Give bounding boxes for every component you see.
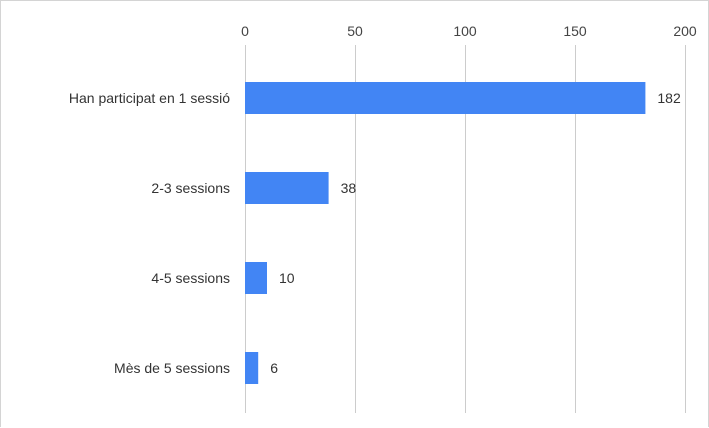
x-tick-label: 0 — [241, 23, 249, 39]
data-label: 10 — [279, 270, 295, 286]
category-labels: Han participat en 1 sessió 2-3 sessions 4-… — [69, 90, 230, 376]
data-labels: 182 38 10 6 — [270, 90, 681, 376]
bar — [245, 352, 259, 384]
bar — [245, 82, 646, 114]
x-tick-label: 50 — [347, 23, 363, 39]
data-label: 182 — [657, 90, 681, 106]
x-tick-label: 200 — [673, 23, 697, 39]
category-label: 2-3 sessions — [151, 180, 230, 196]
x-tick-label: 150 — [563, 23, 587, 39]
bar — [245, 172, 329, 204]
bars — [245, 82, 646, 384]
bar — [245, 262, 267, 294]
category-label: Mès de 5 sessions — [114, 360, 230, 376]
data-label: 38 — [341, 180, 357, 196]
category-label: 4-5 sessions — [151, 270, 230, 286]
x-tick-label: 100 — [453, 23, 477, 39]
x-axis-ticks: 0 50 100 150 200 — [241, 23, 697, 39]
category-label: Han participat en 1 sessió — [69, 90, 230, 106]
data-label: 6 — [270, 360, 278, 376]
